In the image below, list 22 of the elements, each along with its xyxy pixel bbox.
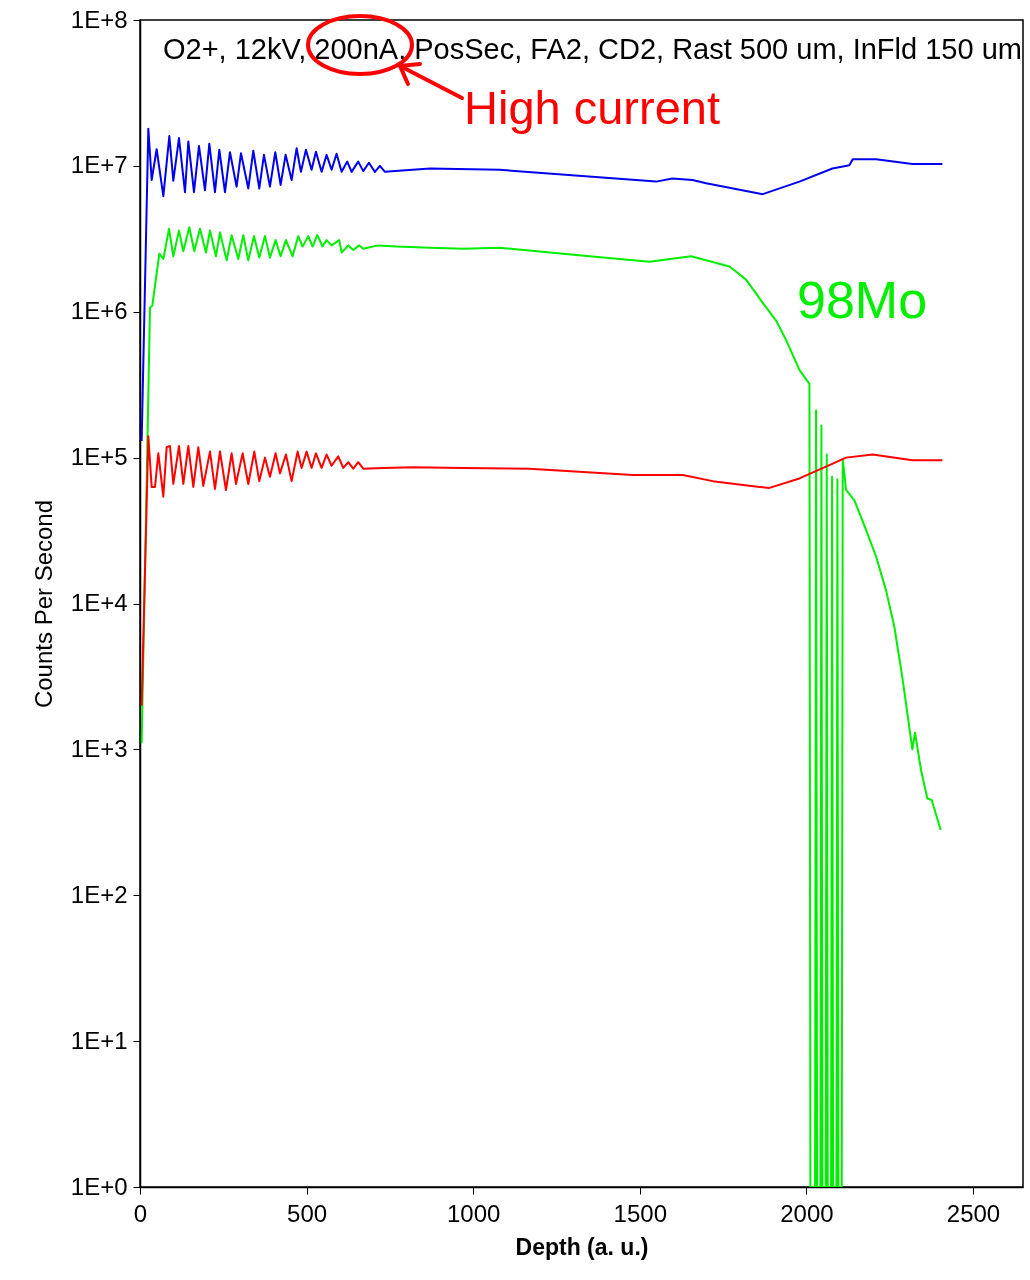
x-axis-title: Depth (a. u.) [515,1233,649,1260]
y-tick-label: 1E+3 [70,734,128,762]
y-tick-label: 1E+5 [70,443,128,471]
x-tick-label: 2500 [946,1199,1001,1227]
x-tick-label: 1000 [447,1199,501,1227]
y-axis-title: Counts Per Second [29,499,57,709]
y-tick-label: 1E+4 [70,589,128,616]
y-tick-label: 1E+7 [70,151,128,179]
y-tick-label: 1E+6 [70,297,128,325]
x-tick-label: 2000 [780,1199,834,1227]
x-tick-label: 500 [287,1199,328,1227]
x-tick-label: 1500 [613,1199,668,1227]
x-tick-label: 0 [133,1199,148,1227]
y-tick-label: 1E+8 [70,5,128,33]
annotation: High current [464,81,720,134]
line-series [140,435,944,707]
annotation: O2+, 12kV, 200nA, PosSec, FA2, CD2, Rast 500 um, InFld 150 um [163,33,1022,65]
y-tick-label: 1E+2 [70,880,128,908]
y-tick-label: 1E+1 [70,1026,128,1054]
y-tick-label: 1E+0 [70,1172,128,1200]
line-series [140,226,942,1187]
series-label: 98Mo [797,271,928,329]
